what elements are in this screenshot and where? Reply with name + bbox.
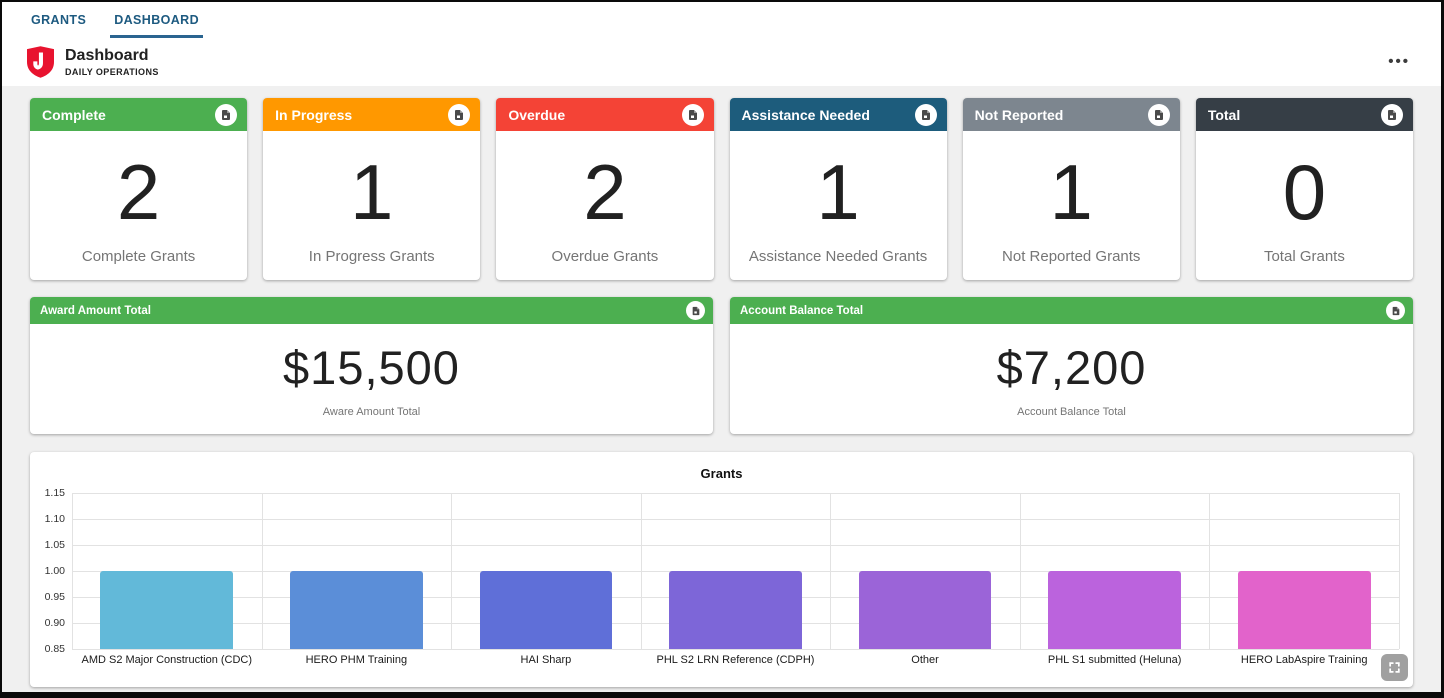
stat-card: Total 0 Total Grants <box>1195 98 1413 280</box>
stat-card: Not Reported 1 Not Reported Grants <box>962 98 1180 280</box>
y-axis-tick: 0.85 <box>44 643 65 655</box>
page-title: Dashboard <box>65 47 149 64</box>
y-axis-tick: 1.05 <box>44 539 65 551</box>
tab-bar: GRANTS DASHBOARD <box>2 2 1441 38</box>
summary-card-row: Award Amount Total $15,500 Aware Amount To… <box>30 297 1413 434</box>
stat-card-header: Assistance Needed <box>729 98 947 131</box>
stat-card-header: Complete <box>30 98 248 131</box>
h-gridline <box>72 519 1399 520</box>
stat-card-label: Overdue Grants <box>551 248 659 265</box>
document-icon[interactable] <box>1147 103 1170 126</box>
stat-card-header: Not Reported <box>962 98 1180 131</box>
document-icon[interactable] <box>914 103 937 126</box>
stat-card-title: In Progress <box>275 106 353 123</box>
v-gridline <box>830 493 832 649</box>
v-gridline <box>1209 493 1211 649</box>
stat-card-value: 2 <box>116 148 161 236</box>
stat-card-title: Not Reported <box>974 106 1064 123</box>
stat-card-value: 0 <box>1282 148 1327 236</box>
x-axis-label: HERO LabAspire Training <box>1240 654 1368 666</box>
bar-3[interactable] <box>479 571 613 649</box>
stat-card-header: Overdue <box>496 98 714 131</box>
stat-card-label: Complete Grants <box>81 248 196 265</box>
stat-card-title: Total <box>1207 106 1241 123</box>
title-block: Dashboard DAILY OPERATIONS <box>65 47 159 77</box>
y-axis-tick: 0.95 <box>44 591 65 603</box>
chart-title: Grants <box>700 466 743 481</box>
summary-card-title: Award Amount Total <box>40 304 151 317</box>
y-axis-tick: 1.10 <box>44 513 65 525</box>
bar-2[interactable] <box>290 571 423 649</box>
stat-card-value: 1 <box>350 148 394 236</box>
tab-dashboard[interactable]: DASHBOARD <box>110 4 204 38</box>
stat-card-label: Not Reported Grants <box>1002 248 1141 265</box>
stat-card-label: Assistance Needed Grants <box>748 248 928 265</box>
tab-grants[interactable]: GRANTS <box>31 13 87 27</box>
summary-card-label: Account Balance Total <box>1017 406 1126 418</box>
stat-card: Overdue 2 Overdue Grants <box>496 98 714 280</box>
bar-7[interactable] <box>1237 571 1371 649</box>
overflow-menu-icon[interactable]: ••• <box>1388 53 1410 70</box>
v-gridline <box>72 493 73 649</box>
y-axis-tick: 1.00 <box>44 565 65 577</box>
document-icon[interactable] <box>215 103 238 126</box>
stat-card-value: 2 <box>583 148 627 236</box>
summary-card-title: Account Balance Total <box>740 304 864 317</box>
bar-6[interactable] <box>1048 571 1181 649</box>
summary-card: Account Balance Total $7,200 Account Balan… <box>730 297 1413 434</box>
document-icon[interactable] <box>681 103 704 126</box>
document-icon[interactable] <box>686 301 705 320</box>
stat-card-value: 1 <box>816 148 860 236</box>
stat-card: Complete 2 Complete Grants <box>30 98 248 280</box>
grants-chart-card: Grants 1.15 1.10 1.05 1.00 0.95 0.90 0.85 AMD S… <box>30 452 1413 687</box>
bar-chart-plot: 1.15 1.10 1.05 1.00 0.95 0.90 0.85 AMD S2 Major… <box>45 487 1400 666</box>
page-subtitle: DAILY OPERATIONS <box>65 67 159 77</box>
v-gridline <box>1019 493 1021 649</box>
y-axis-tick: 1.15 <box>44 487 65 499</box>
bar-5[interactable] <box>858 571 992 649</box>
v-gridline <box>640 493 642 649</box>
stat-card-row: Complete 2 Complete Grants In Progress 1 In P… <box>30 98 1413 280</box>
stat-card-title: Assistance Needed <box>741 106 870 123</box>
document-icon[interactable] <box>1386 301 1405 320</box>
h-gridline <box>72 545 1399 546</box>
h-gridline <box>72 493 1399 494</box>
v-gridline <box>451 493 453 649</box>
summary-card-label: Aware Amount Total <box>322 406 421 418</box>
stat-card: In Progress 1 In Progress Grants <box>263 98 481 280</box>
stat-card-header: Total <box>1195 98 1413 131</box>
x-axis-label: AMD S2 Major Construction (CDC) <box>81 654 253 666</box>
stat-card-value: 1 <box>1049 148 1093 236</box>
document-icon[interactable] <box>448 103 471 126</box>
brand-shield-logo <box>27 46 54 78</box>
stat-card-title: Overdue <box>508 106 566 123</box>
bar-4[interactable] <box>669 571 802 649</box>
stat-card-label: In Progress Grants <box>308 248 435 265</box>
fullscreen-icon[interactable] <box>1381 654 1408 681</box>
x-axis-label: Other <box>911 654 939 666</box>
stat-card: Assistance Needed 1 Assistance Needed Gran… <box>729 98 947 280</box>
x-axis-label: PHL S1 submitted (Heluna) <box>1047 654 1182 666</box>
x-axis-label: PHL S2 LRN Reference (CDPH) <box>656 654 815 666</box>
bar-1[interactable] <box>100 571 234 649</box>
y-axis-tick: 0.90 <box>44 617 65 629</box>
v-gridline <box>1399 493 1400 649</box>
stat-card-header: In Progress <box>263 98 481 131</box>
dashboard-content: Complete 2 Complete Grants In Progress 1 In P… <box>2 86 1441 692</box>
summary-card-header: Account Balance Total <box>730 297 1413 324</box>
x-axis-label: HAI Sharp <box>520 654 572 666</box>
summary-card-header: Award Amount Total <box>30 297 713 324</box>
app-header: Dashboard DAILY OPERATIONS ••• <box>2 38 1441 86</box>
v-gridline <box>261 493 263 649</box>
summary-card: Award Amount Total $15,500 Aware Amount To… <box>30 297 713 434</box>
document-icon[interactable] <box>1381 103 1403 126</box>
stat-card-title: Complete <box>42 106 106 123</box>
h-gridline <box>72 649 1399 650</box>
stat-card-label: Total Grants <box>1263 248 1345 265</box>
x-axis-label: HERO PHM Training <box>305 654 408 666</box>
summary-card-value: $15,500 <box>283 340 460 394</box>
summary-card-value: $7,200 <box>996 340 1147 394</box>
